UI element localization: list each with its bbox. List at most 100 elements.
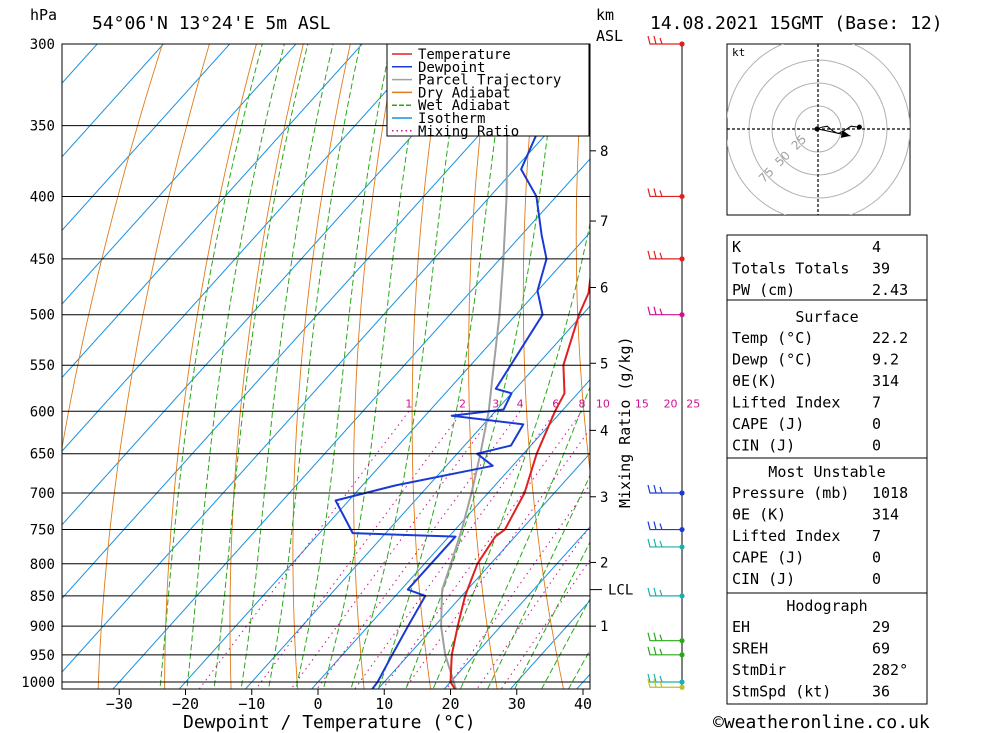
index-label: Totals Totals [732,260,849,278]
index-value: 0 [872,570,881,588]
wind-barb [647,306,685,318]
dry-adiabat-line [62,44,163,451]
storm-motion-arrowhead [840,130,851,138]
dry-adiabat-line [954,0,1000,713]
wind-barb [647,188,685,200]
wind-barb-shape [647,632,682,642]
isotherm-line [62,44,231,232]
pressure-tick-label: 600 [30,404,55,420]
mixing-ratio-line [290,411,497,689]
pressure-tick-label: 800 [30,557,55,573]
index-label: EH [732,618,750,636]
temperature-tick-label: 30 [508,695,526,713]
mixing-ratio-label: 1 [405,397,412,410]
pressure-tick-label: 700 [30,486,55,502]
index-value: 7 [872,394,881,412]
wind-barb-shape [647,521,682,531]
wet-adiabat-line [240,44,334,689]
legend-entry: Temperature [418,47,511,63]
km-unit-label: km [596,6,614,24]
wet-adiabat-line [295,44,392,689]
wind-barb-shape [647,35,682,45]
index-label: θE(K) [732,372,777,390]
index-label: CAPE (J) [732,415,804,433]
pressure-tick-label: 850 [30,589,55,605]
surface-title: Surface [795,308,858,326]
mixing-ratio-label: 8 [578,397,585,410]
index-value: 0 [872,415,881,433]
index-label: StmDir [732,661,786,679]
dewpoint-line [334,44,550,689]
dry-adiabat-line [353,44,398,689]
index-label: CIN (J) [732,437,795,455]
height-tick-label: 8 [600,144,608,160]
isotherm-line [178,231,590,689]
x-axis-title: Dewpoint / Temperature (°C) [183,712,476,733]
pressure-tick-label: 300 [30,37,55,53]
index-label: Temp (°C) [732,329,813,347]
copyright-footer: ©weatheronline.co.uk [713,712,930,733]
mixing-ratio-labels: 1 2 3 4 6 8 10 15 20 25 [405,397,700,410]
dry-adiabat-line [468,44,498,689]
mixing-ratio-label: 6 [552,397,559,410]
index-value: 314 [872,506,899,524]
pressure-tick-label: 650 [30,447,55,463]
legend-entry: Parcel Trajectory [418,73,561,89]
height-axis: 8 7 6 5 4 3 2 1 LCL [590,144,633,635]
pressure-tick-label: 450 [30,252,55,268]
hodograph-start-dot [814,126,820,132]
mixing-ratio-label: 25 [686,397,700,410]
pressure-tick-label: 900 [30,619,55,635]
height-tick-label: 2 [600,555,608,571]
height-tick-label: 7 [600,214,608,230]
datetime-title: 14.08.2021 15GMT (Base: 12) [650,13,943,34]
mixing-ratio-label: 2 [459,397,466,410]
wind-level-dot [679,652,685,658]
wind-barb-shape [647,646,682,656]
height-tick-label: 4 [600,423,608,439]
temperature-tick-label: 0 [313,695,322,713]
index-value: 282° [872,661,908,679]
dry-adiabat-line [229,44,304,689]
index-value: 1018 [872,484,908,502]
index-value: 2.43 [872,281,908,299]
temperature-tick-label: 20 [441,695,459,713]
index-label: Dewp (°C) [732,351,813,369]
wind-barb-shape [647,484,682,494]
mixing-ratio-label: 10 [596,397,610,410]
pressure-tick-label: 500 [30,308,55,324]
index-label: Lifted Index [732,394,840,412]
temperature-axis: −30 −20 −10 0 10 20 30 40 [106,689,592,713]
height-tick-label: 1 [600,619,608,635]
wind-level-dot [679,256,685,262]
wind-level-dot [679,526,685,533]
isotherm-line [62,44,297,305]
wind-barb-shape [647,250,682,260]
index-value: 29 [872,618,890,636]
index-value: 0 [872,549,881,567]
wet-adiabat-line [459,385,590,689]
wet-adiabat-line [213,44,309,689]
temperature-tick-label: −30 [106,695,133,713]
index-value: 9.2 [872,351,899,369]
wind-barb [647,673,685,685]
legend-entry: Mixing Ratio [418,124,519,140]
wet-adiabat-line [322,44,425,689]
index-value: 4 [872,238,881,256]
isotherm-line [244,305,590,689]
dry-adiabat-line [575,44,590,475]
mixing-ratio-line [500,558,590,689]
wind-barb-shape [647,188,682,198]
height-tick-label: 5 [600,356,608,372]
indices-table: K 4 Totals Totals 39 PW (cm) 2.43 Surface Temp … [726,234,928,705]
index-value: 69 [872,640,890,658]
location-title: 54°06'N 13°24'E 5m ASL [92,13,331,34]
wind-barb [647,646,685,658]
mixing-ratio-line [198,410,410,689]
hodograph-indices-title: Hodograph [786,597,867,615]
isotherm-line [0,0,99,713]
dry-adiabat-line [909,0,1000,713]
mixing-ratio-line [316,411,521,689]
index-label: PW (cm) [732,281,795,299]
